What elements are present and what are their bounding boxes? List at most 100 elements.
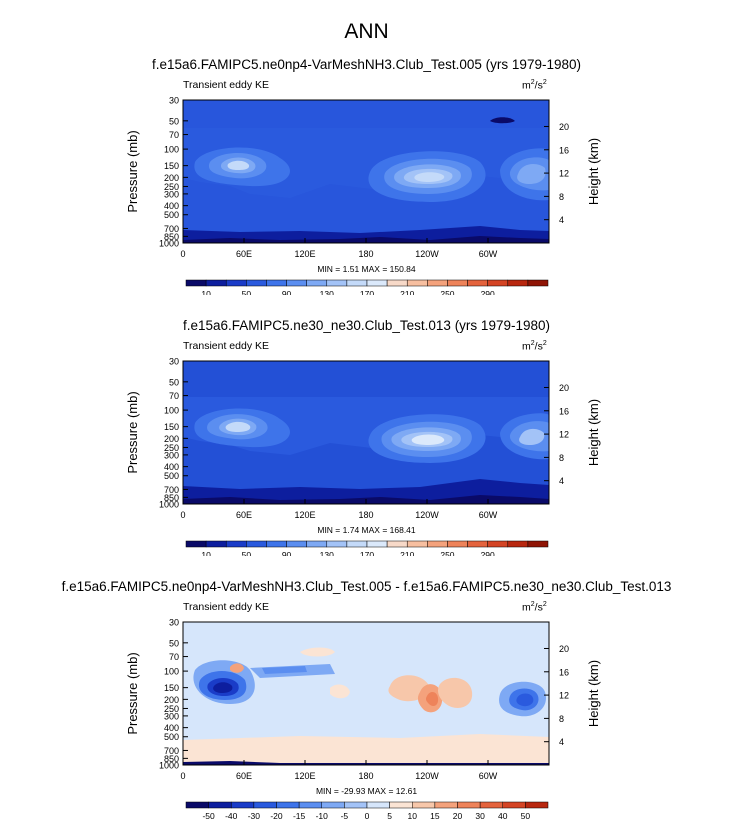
longitude-tick-label: 60W — [479, 510, 498, 520]
contour-region — [414, 172, 445, 182]
colorbar-label: 210 — [400, 289, 414, 295]
contour-region — [227, 160, 250, 170]
pressure-tick-label: 150 — [164, 161, 179, 171]
contour-region — [411, 434, 445, 445]
contour-region — [425, 692, 439, 706]
height-tick-label: 4 — [559, 215, 564, 225]
colorbar-swatch — [205, 540, 227, 548]
pressure-tick-label: 500 — [164, 471, 179, 481]
panel-2-variable-label: Transient eddy KE — [183, 340, 269, 352]
height-tick-label: 20 — [559, 122, 569, 132]
panel-3-title: f.e15a6.FAMIPC5.ne0np4-VarMeshNH3.Club_T… — [61, 579, 672, 594]
panel-3-plot: 3050701001502002503004005007008501000481… — [125, 618, 601, 822]
colorbar-swatch — [326, 279, 348, 287]
colorbar-label: 250 — [440, 550, 454, 556]
panel-1-plot: 3050701001502002503004005007008501000481… — [125, 96, 601, 296]
longitude-tick-label: 60E — [236, 771, 252, 781]
colorbar-swatch — [346, 279, 368, 287]
colorbar-swatch — [467, 540, 488, 548]
colorbar-swatch — [266, 540, 287, 548]
longitude-tick-label: 120E — [294, 771, 315, 781]
contour-region — [388, 675, 429, 702]
colorbar-swatch — [406, 279, 428, 287]
pressure-tick-label: 150 — [164, 422, 179, 432]
pressure-tick-label: 1000 — [159, 239, 179, 249]
colorbar-label: 90 — [282, 289, 292, 295]
y-axis-label: Pressure (mb) — [125, 130, 140, 212]
height-tick-label: 16 — [559, 667, 569, 677]
colorbar-swatch — [366, 540, 388, 548]
colorbar-swatch — [527, 540, 549, 548]
colorbar-swatch — [487, 279, 509, 287]
colorbar-label: 30 — [475, 811, 485, 821]
colorbar-swatch — [276, 801, 300, 809]
panel-3-min-max: MIN = -29.93 MAX = 12.61 — [315, 786, 418, 796]
y2-axis-label: Height (km) — [586, 660, 601, 727]
pressure-tick-label: 700 — [164, 746, 179, 756]
colorbar-label: -5 — [341, 811, 349, 821]
longitude-tick-label: 120E — [294, 249, 315, 259]
colorbar-label: -15 — [293, 811, 306, 821]
pressure-tick-label: 400 — [164, 723, 179, 733]
contour-region — [490, 117, 515, 124]
longitude-tick-label: 120W — [415, 510, 439, 520]
colorbar-swatch — [253, 801, 277, 809]
pressure-tick-label: 70 — [169, 130, 179, 140]
colorbar-swatch — [366, 279, 388, 287]
pressure-tick-label: 300 — [164, 711, 179, 721]
pressure-tick-label: 200 — [164, 173, 179, 183]
contour-region — [183, 734, 549, 765]
colorbar-swatch — [447, 279, 468, 287]
longitude-tick-label: 60W — [479, 771, 498, 781]
height-tick-label: 12 — [559, 691, 569, 701]
colorbar-swatch — [246, 279, 267, 287]
panel-3-variable-label: Transient eddy KE — [183, 601, 269, 613]
colorbar-swatch — [225, 279, 247, 287]
height-tick-label: 20 — [559, 644, 569, 654]
colorbar-label: 210 — [400, 550, 414, 556]
longitude-tick-label: 60E — [236, 249, 252, 259]
colorbar-swatch — [344, 801, 368, 809]
colorbar-label: 170 — [360, 289, 374, 295]
contour-region — [330, 684, 350, 699]
colorbar-label: -20 — [270, 811, 283, 821]
colorbar-swatch — [286, 540, 307, 548]
panel-3-units: m2/s2 — [522, 601, 547, 614]
colorbar-label: 170 — [360, 550, 374, 556]
pressure-tick-label: 300 — [164, 189, 179, 199]
colorbar-swatch — [306, 279, 328, 287]
colorbar-swatch — [527, 279, 549, 287]
colorbar-label: 5 — [387, 811, 392, 821]
pressure-tick-label: 500 — [164, 210, 179, 220]
pressure-tick-label: 850 — [164, 754, 179, 764]
colorbar-label: 40 — [498, 811, 508, 821]
colorbar-label: -30 — [248, 811, 261, 821]
colorbar-swatch — [525, 801, 549, 809]
panel-2-plot: 3050701001502002503004005007008501000481… — [125, 357, 601, 557]
longitude-tick-label: 60E — [236, 510, 252, 520]
colorbar-swatch — [389, 801, 413, 809]
longitude-tick-label: 0 — [180, 771, 185, 781]
pressure-tick-label: 850 — [164, 232, 179, 242]
pressure-tick-label: 400 — [164, 201, 179, 211]
colorbar-swatch — [286, 279, 307, 287]
colorbar-swatch — [427, 540, 448, 548]
y-axis-label: Pressure (mb) — [125, 391, 140, 473]
pressure-tick-label: 100 — [164, 406, 179, 416]
pressure-tick-label: 50 — [169, 638, 179, 648]
pressure-tick-label: 50 — [169, 116, 179, 126]
colorbar-swatch — [457, 801, 481, 809]
contour-field — [183, 397, 549, 504]
height-tick-label: 12 — [559, 430, 569, 440]
pressure-tick-label: 500 — [164, 732, 179, 742]
height-tick-label: 20 — [559, 383, 569, 393]
colorbar-label: -10 — [316, 811, 329, 821]
colorbar-label: 0 — [365, 811, 370, 821]
pressure-tick-label: 70 — [169, 391, 179, 401]
contour-region — [262, 666, 307, 674]
colorbar-label: 15 — [430, 811, 440, 821]
colorbar-swatch — [185, 801, 209, 809]
pressure-tick-label: 50 — [169, 377, 179, 387]
colorbar-swatch — [225, 540, 247, 548]
longitude-tick-label: 120E — [294, 510, 315, 520]
